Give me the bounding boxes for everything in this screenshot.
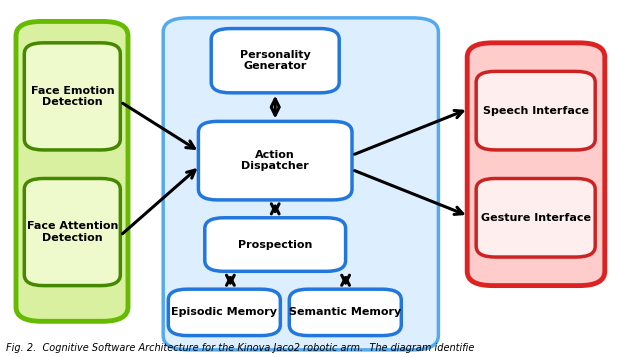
Text: Face Emotion
Detection: Face Emotion Detection <box>31 86 114 107</box>
FancyBboxPatch shape <box>211 29 339 93</box>
Text: Speech Interface: Speech Interface <box>483 106 589 116</box>
FancyBboxPatch shape <box>168 289 280 336</box>
FancyBboxPatch shape <box>163 18 438 350</box>
FancyBboxPatch shape <box>205 218 346 271</box>
Text: Fig. 2.  Cognitive Software Architecture for the Kinova Jaco2 robotic arm.  The : Fig. 2. Cognitive Software Architecture … <box>6 343 475 353</box>
Text: Action
Dispatcher: Action Dispatcher <box>241 150 309 171</box>
FancyBboxPatch shape <box>24 178 120 286</box>
Text: Semantic Memory: Semantic Memory <box>289 307 401 317</box>
FancyBboxPatch shape <box>476 71 595 150</box>
Text: Face Attention
Detection: Face Attention Detection <box>27 221 118 243</box>
Text: Episodic Memory: Episodic Memory <box>172 307 277 317</box>
FancyBboxPatch shape <box>24 43 120 150</box>
Text: Prospection: Prospection <box>238 240 312 250</box>
FancyBboxPatch shape <box>16 21 128 321</box>
FancyBboxPatch shape <box>467 43 605 286</box>
FancyBboxPatch shape <box>198 121 352 200</box>
Text: Personality
Generator: Personality Generator <box>240 50 310 71</box>
FancyBboxPatch shape <box>476 178 595 257</box>
Text: Gesture Interface: Gesture Interface <box>481 213 591 223</box>
FancyBboxPatch shape <box>289 289 401 336</box>
